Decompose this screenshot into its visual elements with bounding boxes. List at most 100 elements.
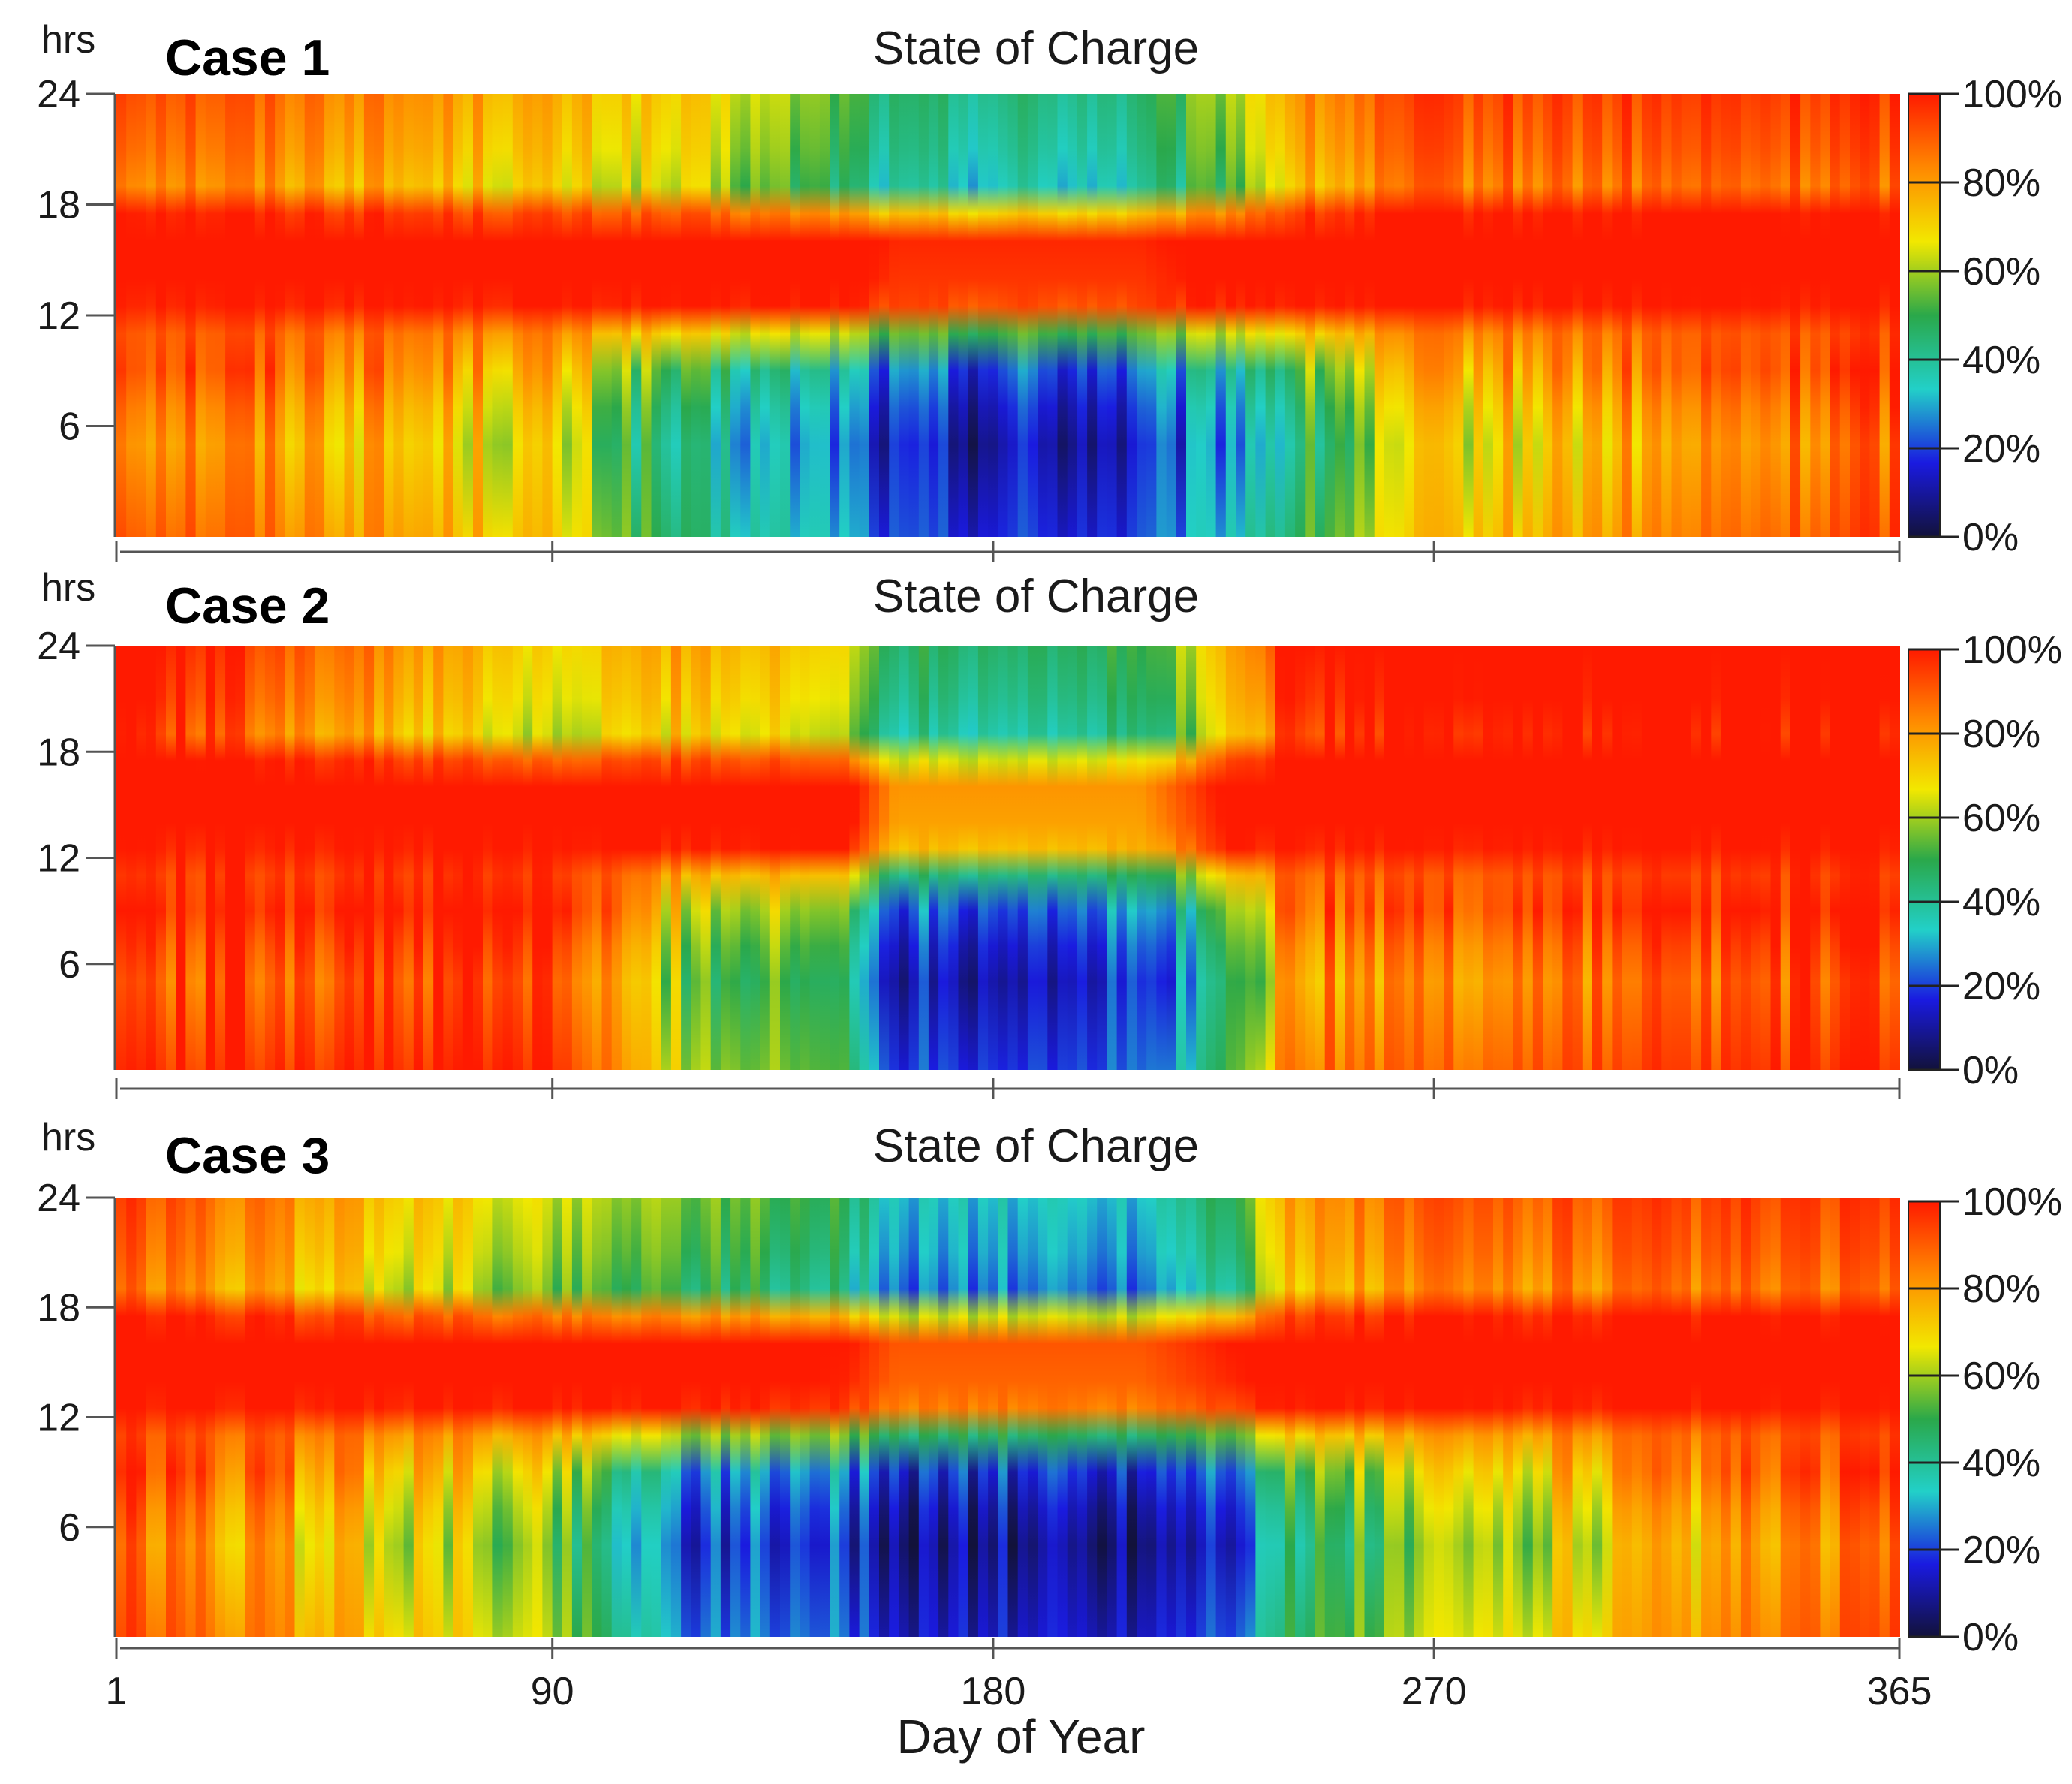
heatmap-strip [1839, 94, 1851, 537]
heatmap-strip [1503, 646, 1514, 1070]
heatmap-strip [1097, 94, 1108, 537]
y-axis-case-1: 6 12 18 24 [37, 73, 116, 537]
heatmap-strip [195, 94, 206, 537]
heatmap-strip [314, 1198, 326, 1637]
heatmap-strip [651, 646, 662, 1070]
heatmap-strip [1592, 646, 1604, 1070]
heatmap-strip [1295, 646, 1306, 1070]
heatmap-strip [532, 94, 544, 537]
heatmap-strip [1711, 94, 1722, 537]
heatmap-strip [433, 646, 444, 1070]
heatmap-strip [1166, 1198, 1177, 1637]
colorbar-case-3: 0% 20% 40% 60% 80% 100% [1908, 1180, 2062, 1659]
colorbar-tick-label: 40% [1962, 339, 2040, 382]
heatmap-strip [859, 94, 870, 537]
heatmap-strip [1730, 646, 1742, 1070]
heatmap-strip [532, 646, 544, 1070]
heatmap-strip [720, 646, 732, 1070]
heatmap-strip [1236, 646, 1247, 1070]
heatmap-strip [1275, 94, 1286, 537]
heatmap-strip [681, 1198, 692, 1637]
heatmap-strip [968, 646, 979, 1070]
heatmap-strip [988, 94, 999, 537]
heatmap-strip [571, 1198, 583, 1637]
heatmap-strip [1860, 94, 1871, 537]
heatmap-case-1 [116, 94, 1900, 537]
heatmap-strip [1423, 646, 1435, 1070]
heatmap-strip [146, 1198, 157, 1637]
heatmap-strip [512, 94, 523, 537]
heatmap-strip [334, 646, 345, 1070]
heatmap-strip [1186, 1198, 1197, 1637]
colorbar-case-1: 0% 20% 40% 60% 80% 100% [1908, 73, 2062, 559]
heatmap-strip [502, 94, 513, 537]
heatmap-strip [1394, 646, 1405, 1070]
heatmap-strip [1652, 646, 1663, 1070]
heatmap-strip [571, 94, 583, 537]
heatmap-strip [275, 1198, 286, 1637]
heatmap-strip [1384, 94, 1396, 537]
heatmap-strip [1612, 646, 1623, 1070]
heatmap-strip [1245, 1198, 1257, 1637]
heatmap-strip [136, 646, 147, 1070]
heatmap-strip [413, 94, 424, 537]
heatmap-strip [889, 94, 900, 537]
heatmap-strip [700, 1198, 712, 1637]
heatmap-strip [116, 94, 128, 537]
heatmap-strip [681, 646, 692, 1070]
heatmap-strip [304, 1198, 315, 1637]
heatmap-strip [483, 94, 494, 537]
heatmap-strip [523, 646, 534, 1070]
heatmap-strip [264, 94, 276, 537]
heatmap-strip [1889, 646, 1900, 1070]
heatmap-strip [344, 94, 355, 537]
heatmap-strip [869, 646, 880, 1070]
heatmap-strip [1156, 94, 1167, 537]
case-label-3: Case 3 [165, 1127, 330, 1184]
heatmap-strip [1493, 1198, 1504, 1637]
heatmap-strip [1532, 646, 1543, 1070]
heatmap-strip [790, 1198, 801, 1637]
heatmap-strip [839, 94, 851, 537]
heatmap-strip [769, 646, 781, 1070]
heatmap-strip [294, 1198, 306, 1637]
heatmap-strip [1740, 646, 1752, 1070]
panel-case-1: hrs Case 1 State of Charge 6 12 18 24 0% 20%… [37, 18, 2062, 562]
colorbar-gradient [1908, 93, 1941, 538]
heatmap-strip [1879, 94, 1890, 537]
heatmap-strip [651, 1198, 662, 1637]
heatmap-strip [314, 646, 326, 1070]
heatmap-strip [611, 94, 622, 537]
y-tick-label: 18 [37, 1286, 80, 1330]
heatmap-strip [126, 646, 137, 1070]
heatmap-strip [631, 94, 643, 537]
heatmap-strip [1255, 94, 1266, 537]
x-tick-labels: 1 90 180 270 365 [106, 1670, 1932, 1713]
heatmap-strip [958, 646, 969, 1070]
heatmap-strip [710, 94, 721, 537]
heatmap-strip [968, 94, 979, 537]
heatmap-strip [542, 1198, 553, 1637]
heatmap-strip [1730, 94, 1742, 537]
y-tick-label: 6 [59, 943, 80, 987]
heatmap-strip [750, 646, 761, 1070]
heatmap-strip [1444, 1198, 1455, 1637]
heatmap-strip [800, 646, 811, 1070]
heatmap-strip [1839, 1198, 1851, 1637]
heatmap-strip [1077, 646, 1089, 1070]
heatmap-strip [1810, 1198, 1821, 1637]
heatmap-strip [879, 1198, 890, 1637]
y-unit-label-case-1: hrs [41, 18, 95, 62]
heatmap-strip [1503, 1198, 1514, 1637]
heatmap-strip [1552, 94, 1564, 537]
heatmap-strip [1295, 1198, 1306, 1637]
heatmap-strip [254, 646, 266, 1070]
heatmap-strip [1562, 94, 1574, 537]
colorbar-tick-label: 60% [1962, 250, 2040, 294]
heatmap-strip [1236, 1198, 1247, 1637]
heatmap-strip [1800, 646, 1811, 1070]
heatmap-strip [1602, 1198, 1613, 1637]
heatmap-strip [780, 94, 791, 537]
heatmap-strip [928, 646, 940, 1070]
heatmap-strip [1047, 646, 1059, 1070]
